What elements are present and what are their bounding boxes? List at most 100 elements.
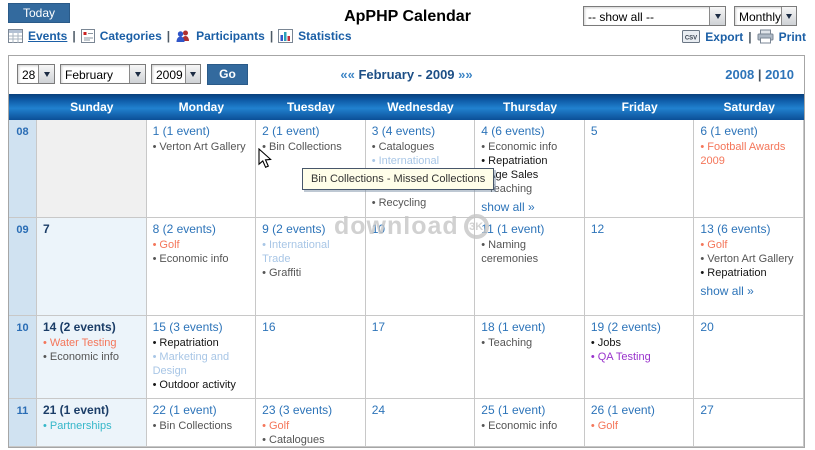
day-link[interactable]: 13 (6 events) (700, 222, 771, 236)
day-link[interactable]: 17 (371, 320, 386, 334)
day-link[interactable]: 9 (2 events) (262, 222, 326, 236)
day-link[interactable]: 19 (2 events) (590, 320, 661, 334)
year-select[interactable]: 2009 (151, 64, 201, 84)
view-mode-select[interactable]: Monthly (734, 6, 797, 26)
day-link[interactable]: 18 (1 event) (481, 320, 546, 334)
day-link[interactable]: 5 (590, 124, 598, 138)
previous-month-link[interactable]: «« (340, 67, 355, 82)
day-link[interactable]: 24 (371, 403, 386, 417)
event-item[interactable]: • Bin Collections (262, 140, 360, 154)
day-link[interactable]: 26 (1 event) (590, 403, 655, 417)
day-link[interactable]: 25 (1 event) (481, 403, 546, 417)
export-link[interactable]: Export (705, 29, 744, 44)
day-link[interactable]: 3 (4 events) (371, 124, 436, 138)
category-filter-select[interactable]: -- show all -- (583, 6, 726, 26)
event-label: Teaching (488, 337, 533, 349)
today-button[interactable]: Today (8, 3, 70, 23)
event-item[interactable]: • Partnerships (43, 419, 141, 433)
event-tooltip: Bin Collections - Missed Collections (302, 168, 495, 190)
event-item[interactable]: • Golf (262, 419, 360, 433)
bullet-icon: • (700, 239, 705, 251)
day-link[interactable]: 11 (1 event) (481, 222, 545, 236)
event-item[interactable]: • Water Testing (43, 336, 141, 350)
bullet-icon: • (262, 141, 266, 153)
event-item[interactable]: • QA Testing (591, 350, 689, 364)
day-link[interactable]: 16 (262, 320, 276, 334)
empty-cell (37, 120, 147, 218)
day-link[interactable]: 23 (3 events) (262, 403, 333, 417)
day-link[interactable]: 4 (6 events) (481, 124, 545, 138)
event-item[interactable]: • Graffiti (262, 266, 360, 280)
day-cell: 11 (1 event) • Naming ceremonies (475, 218, 585, 316)
chevron-down-icon[interactable] (709, 7, 725, 25)
event-item[interactable]: • Economic info (481, 140, 579, 154)
nav-participants-link[interactable]: Participants (196, 29, 265, 43)
nav-events-link[interactable]: Events (28, 29, 68, 43)
previous-year-link[interactable]: 2008 (725, 67, 755, 82)
event-item[interactable]: •International Trade (262, 238, 360, 266)
event-item[interactable]: • Repatriation (153, 336, 251, 350)
day-link[interactable]: 10 (371, 222, 386, 236)
bullet-icon: • (481, 337, 486, 349)
chevron-down-icon[interactable] (184, 65, 200, 83)
day-link[interactable]: 7 (43, 222, 50, 236)
day-cell: 12 (584, 218, 695, 316)
next-month-link[interactable]: »» (458, 67, 473, 82)
event-item[interactable]: • Golf (700, 238, 798, 252)
event-item[interactable]: • Marketing and Design (153, 350, 251, 378)
chevron-down-icon[interactable] (781, 7, 796, 25)
week-row: 09 7 8 (2 events) • Golf • Economic info 9 (2 e… (9, 218, 804, 316)
day-link[interactable]: 22 (1 event) (152, 403, 217, 417)
event-item[interactable]: • Catalogues (262, 433, 360, 446)
month-select-value: February (65, 68, 114, 82)
event-item[interactable]: • Economic info (43, 350, 141, 364)
print-link[interactable]: Print (778, 29, 806, 44)
day-link[interactable]: 15 (3 events) (152, 320, 223, 334)
nav-statistics-link[interactable]: Statistics (298, 29, 352, 43)
event-label: Golf (597, 420, 618, 432)
event-label: Bin Collections (269, 141, 342, 153)
weekday-header: Wednesday (387, 100, 454, 114)
event-label: Verton Art Gallery (159, 141, 246, 153)
day-link[interactable]: 14 (2 events) (43, 320, 116, 334)
event-item[interactable]: • Golf (591, 419, 689, 433)
day-link[interactable]: 2 (1 event) (262, 124, 320, 138)
event-item[interactable]: • Recycling (372, 196, 470, 210)
show-all-link[interactable]: show all » (481, 200, 535, 214)
event-item[interactable]: •Teaching (481, 336, 579, 350)
event-item[interactable]: • Economic info (481, 419, 579, 433)
event-item[interactable]: • Outdoor activity (153, 378, 251, 392)
day-link[interactable]: 6 (1 event) (700, 124, 758, 138)
event-item[interactable]: • Football Awards 2009 (700, 140, 798, 168)
event-item[interactable]: • Economic info (153, 252, 251, 266)
day-link[interactable]: 12 (590, 222, 605, 236)
day-select[interactable]: 28 (17, 64, 55, 84)
day-link[interactable]: 20 (700, 320, 714, 334)
event-item[interactable]: • Catalogues (372, 140, 470, 154)
event-label: Economic info (488, 141, 558, 153)
show-all-link[interactable]: show all » (700, 284, 754, 298)
event-label: Teaching (488, 183, 533, 195)
event-item[interactable]: •Teaching (481, 182, 579, 196)
go-button[interactable]: Go (207, 64, 248, 85)
chevron-down-icon[interactable] (129, 65, 145, 83)
event-item[interactable]: • Repatriation (700, 266, 798, 280)
next-year-link[interactable]: 2010 (765, 67, 794, 82)
event-item[interactable]: • Verton Art Gallery (700, 252, 798, 266)
nav-categories-link[interactable]: Categories (99, 29, 162, 43)
event-item[interactable]: • Verton Art Gallery (153, 140, 251, 154)
event-item[interactable]: •Age Sales (481, 168, 579, 182)
event-item[interactable]: • Repatriation (481, 154, 579, 168)
day-link[interactable]: 1 (1 event) (152, 124, 210, 138)
event-item[interactable]: • Naming ceremonies (481, 238, 579, 266)
chevron-down-icon[interactable] (38, 65, 54, 83)
bullet-icon: • (700, 141, 705, 153)
event-item[interactable]: • Golf (153, 238, 251, 252)
month-select[interactable]: February (60, 64, 146, 84)
event-item[interactable]: • Jobs (591, 336, 689, 350)
day-link[interactable]: 8 (2 events) (152, 222, 216, 236)
day-link[interactable]: 21 (1 event) (43, 403, 110, 417)
event-item[interactable]: • Bin Collections (153, 419, 251, 433)
day-cell: 24 (365, 399, 476, 447)
day-link[interactable]: 27 (700, 403, 714, 417)
